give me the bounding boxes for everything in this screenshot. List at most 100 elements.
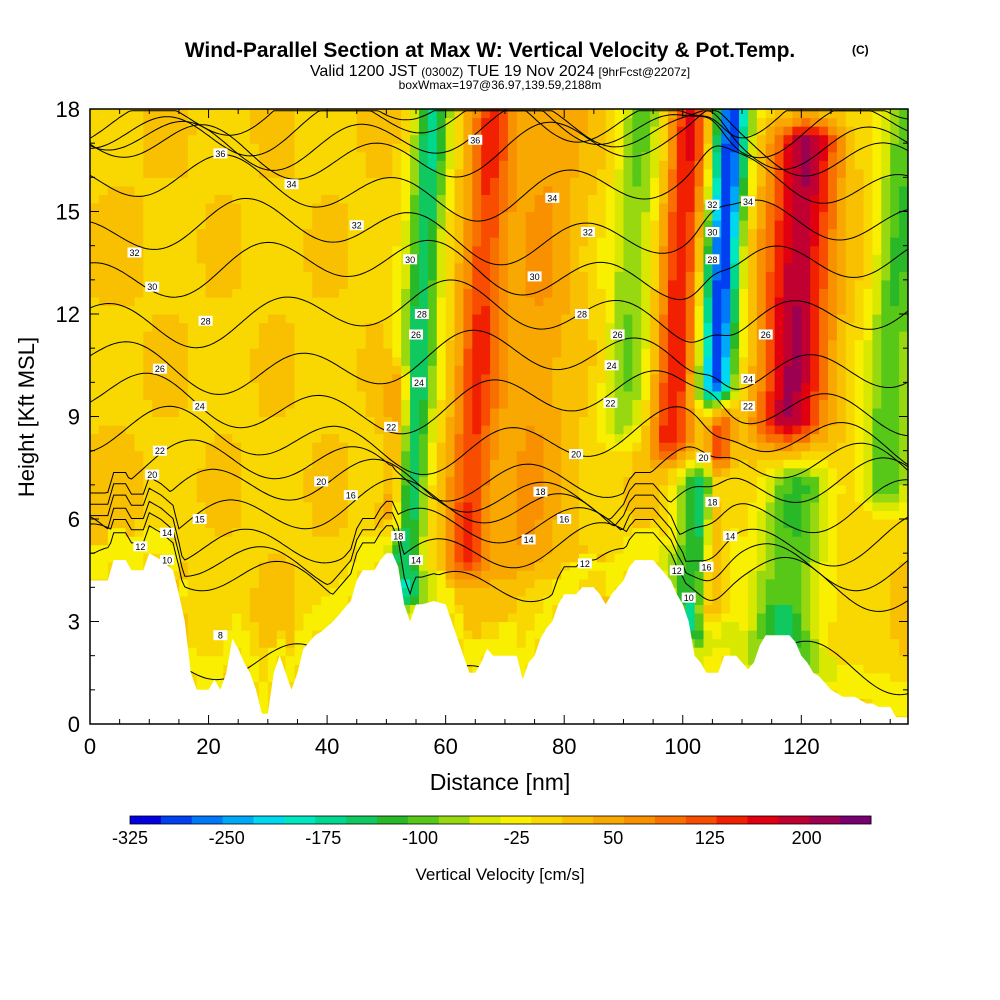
velocity-cell [507, 382, 518, 392]
velocity-cell [205, 570, 216, 580]
velocity-cell [614, 237, 625, 247]
velocity-cell [561, 211, 571, 221]
velocity-cell [258, 254, 269, 264]
velocity-cell [116, 425, 127, 435]
velocity-cell [276, 365, 287, 375]
velocity-cell [685, 604, 696, 614]
velocity-cell [534, 228, 545, 238]
velocity-cell [463, 177, 473, 187]
velocity-cell [623, 416, 633, 426]
velocity-cell [667, 450, 678, 460]
velocity-cell [579, 211, 589, 221]
velocity-cell [214, 519, 224, 529]
velocity-cell [534, 493, 545, 503]
velocity-cell [321, 331, 331, 341]
velocity-cell [587, 553, 598, 563]
velocity-cell [507, 228, 518, 238]
velocity-cell [552, 211, 562, 221]
velocity-cell [214, 322, 224, 332]
velocity-cell [516, 117, 527, 127]
velocity-cell [623, 373, 633, 383]
velocity-cell [134, 459, 144, 469]
velocity-cell [143, 365, 153, 375]
velocity-cell [490, 407, 500, 418]
velocity-cell [650, 279, 660, 289]
velocity-cell [267, 672, 278, 682]
velocity-cell [490, 459, 500, 469]
velocity-cell [427, 450, 438, 460]
velocity-cell [214, 536, 224, 546]
velocity-cell [347, 194, 358, 204]
velocity-cell [507, 519, 518, 529]
velocity-cell [116, 527, 127, 537]
velocity-cell [241, 220, 251, 230]
velocity-cell [205, 595, 216, 606]
velocity-cell [596, 399, 607, 409]
velocity-cell [596, 117, 607, 127]
velocity-cell [516, 202, 527, 213]
velocity-cell [107, 407, 118, 418]
velocity-cell [499, 220, 509, 230]
velocity-cell [294, 279, 304, 289]
velocity-cell [516, 630, 527, 640]
velocity-cell [596, 425, 607, 435]
velocity-cell [392, 544, 402, 554]
velocity-cell [632, 160, 642, 170]
velocity-cell [241, 467, 251, 477]
velocity-cell [303, 262, 313, 272]
velocity-cell [632, 168, 642, 178]
velocity-cell [330, 117, 340, 127]
velocity-cell [116, 442, 127, 452]
velocity-cell [107, 168, 118, 178]
velocity-cell [356, 519, 367, 529]
velocity-cell [596, 450, 607, 460]
velocity-cell [267, 194, 278, 204]
velocity-cell [632, 476, 642, 486]
velocity-cell [258, 151, 269, 161]
velocity-cell [623, 501, 633, 512]
velocity-cell [214, 202, 224, 213]
velocity-cell [330, 348, 340, 358]
velocity-cell [507, 220, 518, 230]
velocity-cell [294, 544, 304, 554]
velocity-cell [214, 228, 224, 238]
velocity-cell [383, 433, 393, 443]
velocity-cell [454, 476, 465, 486]
velocity-cell [667, 348, 678, 358]
velocity-cell [623, 296, 633, 307]
velocity-cell [570, 143, 580, 153]
velocity-cell [392, 356, 402, 366]
velocity-cell [614, 390, 625, 401]
velocity-cell [667, 160, 678, 170]
velocity-cell [267, 459, 278, 469]
velocity-cell [623, 348, 633, 358]
velocity-cell [276, 536, 287, 546]
velocity-cell [552, 484, 562, 494]
velocity-cell [223, 228, 233, 238]
velocity-cell [641, 476, 651, 486]
velocity-cell [312, 382, 322, 392]
velocity-cell [223, 476, 233, 486]
velocity-cell [330, 570, 340, 580]
velocity-cell [143, 109, 153, 119]
velocity-cell [490, 433, 500, 443]
velocity-cell [267, 117, 278, 127]
velocity-cell [276, 117, 287, 127]
velocity-cell [356, 117, 367, 127]
velocity-cell [321, 536, 331, 546]
velocity-cell [250, 168, 260, 178]
velocity-cell [525, 185, 536, 196]
velocity-cell [641, 399, 651, 409]
velocity-cell [472, 638, 482, 648]
velocity-cell [125, 109, 136, 119]
velocity-cell [143, 262, 153, 272]
velocity-cell [232, 305, 242, 315]
velocity-cell [605, 228, 616, 238]
velocity-cell [596, 296, 607, 307]
velocity-cell [463, 544, 473, 554]
velocity-cell [481, 339, 491, 349]
velocity-cell [676, 416, 687, 426]
velocity-cell [507, 459, 518, 469]
velocity-cell [178, 348, 189, 358]
velocity-cell [330, 612, 340, 623]
